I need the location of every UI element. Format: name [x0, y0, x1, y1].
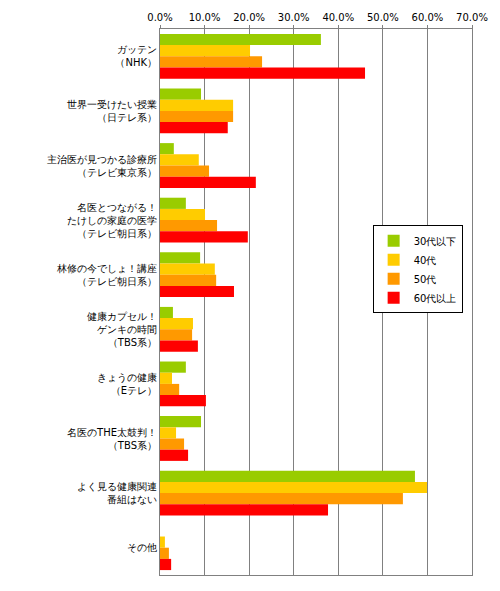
svg-text:健康カプセル！ゲンキの時間（TBS系）: 健康カプセル！ゲンキの時間（TBS系）: [87, 311, 157, 348]
svg-text:0.0%: 0.0%: [147, 12, 172, 23]
svg-text:その他: その他: [127, 542, 157, 553]
svg-text:30代以下: 30代以下: [414, 236, 457, 247]
svg-text:60.0%: 60.0%: [412, 12, 444, 23]
svg-text:40代: 40代: [414, 255, 437, 266]
svg-text:主治医が見つかる診療所（テレビ東京系）: 主治医が見つかる診療所（テレビ東京系）: [47, 154, 157, 178]
svg-text:50.0%: 50.0%: [367, 12, 399, 23]
svg-text:林修の今でしょ！講座（テレビ朝日系）: 林修の今でしょ！講座（テレビ朝日系）: [56, 263, 157, 287]
svg-text:10.0%: 10.0%: [189, 12, 221, 23]
svg-text:70.0%: 70.0%: [456, 12, 488, 23]
svg-text:よく見る健康関連番組はない: よく見る健康関連番組はない: [77, 481, 157, 505]
svg-text:40.0%: 40.0%: [322, 12, 354, 23]
svg-text:世界一受けたい授業（日テレ系）: 世界一受けたい授業（日テレ系）: [67, 99, 157, 123]
svg-text:ガッテン（NHK）: ガッテン（NHK）: [115, 44, 157, 68]
svg-text:50代: 50代: [414, 274, 437, 285]
svg-text:20.0%: 20.0%: [233, 12, 265, 23]
svg-text:名医とつながる！たけしの家庭の医学（テレビ朝日系）: 名医とつながる！たけしの家庭の医学（テレビ朝日系）: [67, 202, 157, 239]
svg-text:名医のTHE太鼓判！（TBS系）: 名医のTHE太鼓判！（TBS系）: [67, 427, 157, 451]
svg-text:きょうの健康（Eテレ）: きょうの健康（Eテレ）: [97, 372, 157, 396]
svg-text:60代以上: 60代以上: [414, 293, 457, 304]
svg-text:30.0%: 30.0%: [278, 12, 310, 23]
